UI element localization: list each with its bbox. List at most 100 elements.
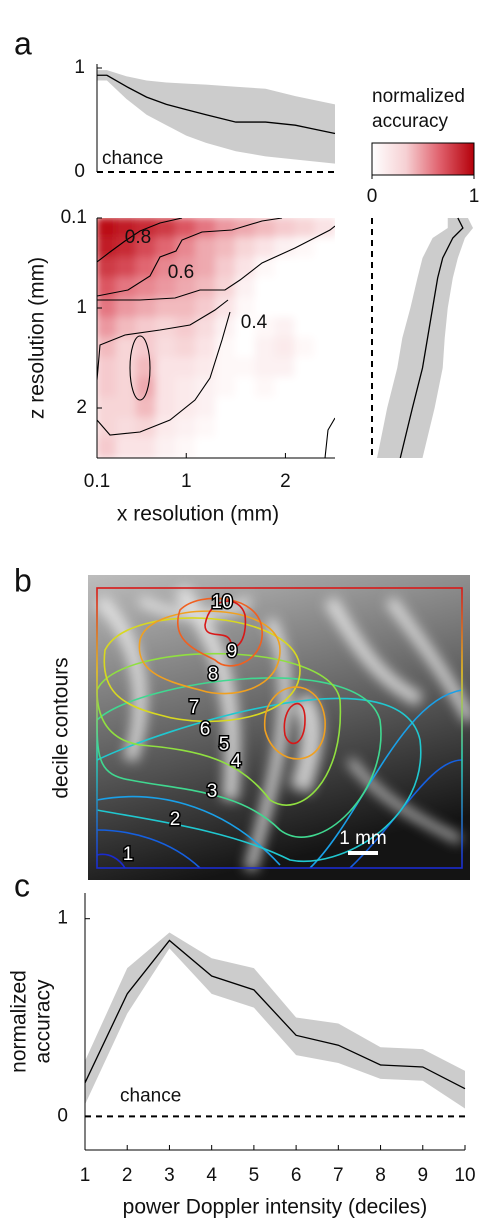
heatmap-cell — [175, 377, 197, 399]
contour-label: 0.8 — [125, 227, 151, 248]
heatmap-cell — [235, 277, 257, 299]
decile-label: 3 — [207, 781, 218, 802]
heatmap-cell — [314, 357, 336, 379]
heatmap-cell — [116, 397, 138, 419]
heatmap-cell — [96, 357, 118, 379]
x-axis-label: power Doppler intensity (deciles) — [123, 1196, 428, 1219]
heatmap-cell — [175, 297, 197, 319]
x-tick-label: 1 — [80, 1165, 91, 1186]
heatmap-cell — [116, 357, 138, 379]
chance-label: chance — [102, 148, 163, 169]
heatmap-cell — [175, 337, 197, 359]
heatmap-cell — [275, 417, 297, 439]
heatmap-cell — [294, 417, 316, 439]
x-tick-label: 8 — [375, 1165, 386, 1186]
heatmap-cell — [255, 377, 277, 399]
decile-label: 10 — [211, 592, 232, 613]
heatmap-cell — [255, 437, 277, 459]
heatmap-cell — [314, 397, 336, 419]
heatmap-cell — [235, 417, 257, 439]
panel-label: a — [14, 25, 32, 61]
heatmap-cell — [275, 317, 297, 339]
heatmap-cell — [156, 357, 178, 379]
heatmap-cell — [235, 357, 257, 379]
x-tick-label: 6 — [291, 1165, 302, 1186]
heatmap-cell — [96, 377, 118, 399]
heatmap-cell — [175, 357, 197, 379]
heatmap-cell — [314, 337, 336, 359]
heatmap-cell — [156, 237, 178, 259]
heatmap-cell — [215, 277, 237, 299]
heatmap-cell — [136, 437, 158, 459]
heatmap-cell — [136, 357, 158, 379]
x-tick-label: 5 — [249, 1165, 260, 1186]
heatmap-cell — [255, 257, 277, 279]
y-tick-label: 1 — [76, 297, 87, 318]
heatmap-cell — [156, 337, 178, 359]
scale-bar-label: 1 mm — [339, 828, 387, 849]
heatmap-cell — [275, 217, 297, 239]
heatmap-cell — [195, 337, 217, 359]
colorbar-label: accuracy — [372, 111, 449, 132]
figure: a b c 0.8 0.6 0.4 — [0, 0, 483, 1222]
heatmap-cells — [96, 217, 336, 459]
heatmap-cell — [294, 377, 316, 399]
heatmap-cell — [314, 417, 336, 439]
x-tick-label: 9 — [417, 1165, 428, 1186]
heatmap-cell — [116, 257, 138, 279]
heatmap-cell — [136, 277, 158, 299]
x-tick-label: 10 — [454, 1165, 475, 1186]
chance-label: chance — [120, 1085, 181, 1106]
heatmap-cell — [314, 317, 336, 339]
heatmap-cell — [96, 417, 118, 439]
heatmap-cell — [156, 377, 178, 399]
heatmap-cell — [275, 257, 297, 279]
y-tick-label: 2 — [76, 397, 87, 418]
heatmap-cell — [314, 377, 336, 399]
heatmap-cell — [215, 377, 237, 399]
x-tick-label: 7 — [333, 1165, 344, 1186]
y-tick-label: 1 — [57, 908, 68, 929]
y-axis-label: accuracy — [32, 979, 55, 1064]
heatmap-cell — [255, 357, 277, 379]
decile-label: 8 — [208, 664, 219, 685]
heatmap-cell — [156, 437, 178, 459]
decile-label: 1 — [123, 844, 134, 865]
y-tick-label: 0 — [57, 1105, 68, 1126]
heatmap-cell — [116, 277, 138, 299]
heatmap-cell — [294, 357, 316, 379]
heatmap-cell — [215, 237, 237, 259]
x-tick-label: 2 — [280, 471, 291, 492]
heatmap-cell — [195, 417, 217, 439]
heatmap-cell — [294, 257, 316, 279]
heatmap-cell — [235, 397, 257, 419]
heatmap-cell — [255, 337, 277, 359]
x-tick-label: 3 — [164, 1165, 175, 1186]
heatmap-cell — [294, 317, 316, 339]
decile-label: 9 — [227, 641, 238, 662]
heatmap-cell — [195, 437, 217, 459]
heatmap-cell — [215, 437, 237, 459]
heatmap-cell — [175, 417, 197, 439]
heatmap-cell — [195, 237, 217, 259]
heatmap-cell — [215, 357, 237, 379]
x-tick-label: 0.1 — [84, 471, 110, 492]
heatmap-cell — [314, 257, 336, 279]
ultrasound-image — [88, 575, 470, 880]
heatmap-cell — [294, 297, 316, 319]
heatmap-cell — [294, 237, 316, 259]
heatmap-cell — [314, 277, 336, 299]
heatmap-cell — [175, 237, 197, 259]
heatmap-cell — [96, 217, 118, 239]
heatmap-cell — [235, 337, 257, 359]
heatmap-cell — [235, 437, 257, 459]
y-tick-label: 0 — [74, 161, 85, 182]
y-tick-label: 0.1 — [61, 207, 87, 228]
decile-label: 7 — [189, 697, 200, 718]
heatmap-cell — [235, 237, 257, 259]
heatmap-cell — [294, 277, 316, 299]
heatmap — [96, 217, 336, 459]
colorbar — [372, 143, 474, 175]
x-tick-label: 2 — [122, 1165, 133, 1186]
error-band — [377, 218, 473, 458]
